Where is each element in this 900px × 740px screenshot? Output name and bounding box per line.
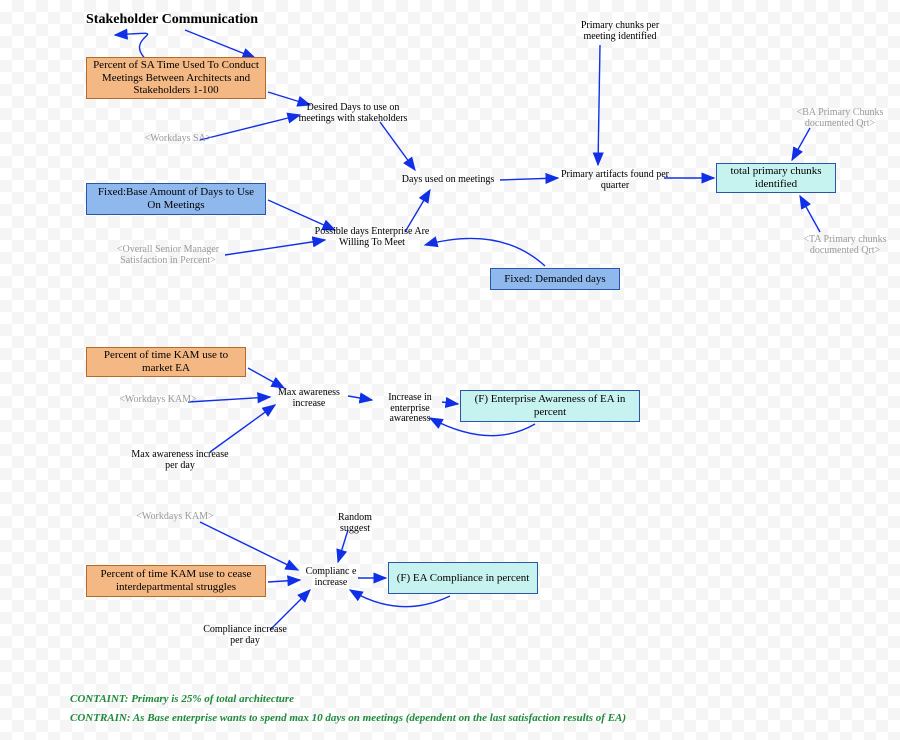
constraint-note-2: CONTRAIN: As Base enterprise wants to sp… bbox=[70, 712, 626, 724]
label-t15: Random suggest bbox=[325, 513, 385, 534]
edge bbox=[338, 530, 348, 562]
label-t1: Primary chunks per meeting identified bbox=[570, 21, 670, 42]
label-t16: Complianc e increase bbox=[296, 567, 366, 588]
label-t12: Max awareness increase per day bbox=[130, 450, 230, 471]
label-t10: Max awareness increase bbox=[264, 388, 354, 409]
edge bbox=[188, 397, 270, 402]
edge bbox=[248, 368, 284, 388]
label-t3: <TA Primary chunks documented Qrt> bbox=[785, 235, 900, 256]
diagram-title: Stakeholder Communication bbox=[86, 12, 258, 28]
edge bbox=[598, 45, 600, 165]
label-t8: Possible days Enterprise Are Willing To … bbox=[312, 227, 432, 248]
edge bbox=[425, 238, 545, 266]
edge bbox=[200, 522, 298, 570]
node-b7: Percent of time KAM use to cease interde… bbox=[86, 565, 266, 597]
edge bbox=[225, 240, 325, 255]
label-t5: <Workdays SA> bbox=[128, 134, 228, 145]
label-t13: Increase in enterprise awareness bbox=[370, 393, 450, 425]
label-t11: <Workdays KAM> bbox=[118, 395, 198, 406]
node-b8: (F) EA Compliance in percent bbox=[388, 562, 538, 594]
edge bbox=[380, 122, 415, 170]
node-b3: Fixed: Demanded days bbox=[490, 268, 620, 290]
node-b2: Fixed:Base Amount of Days to Use On Meet… bbox=[86, 183, 266, 215]
label-t7: Primary artifacts found per quarter bbox=[560, 170, 670, 191]
node-b5: Percent of time KAM use to market EA bbox=[86, 347, 246, 377]
edge bbox=[500, 178, 558, 180]
edge bbox=[185, 30, 255, 58]
label-t9: <Overall Senior Manager Satisfaction in … bbox=[98, 245, 238, 266]
edge bbox=[792, 128, 810, 160]
node-b1: Percent of SA Time Used To Conduct Meeti… bbox=[86, 57, 266, 99]
label-t17: Compliance increase per day bbox=[200, 625, 290, 646]
edge bbox=[800, 196, 820, 232]
label-t2: <BA Primary Chunks documented Qrt> bbox=[780, 108, 900, 129]
node-b6: (F) Enterprise Awareness of EA in percen… bbox=[460, 390, 640, 422]
node-b4: total primary chunks identified bbox=[716, 163, 836, 193]
label-t4: Desired Days to use on meetings with sta… bbox=[288, 103, 418, 124]
constraint-note-1: CONTAINT: Primary is 25% of total archit… bbox=[70, 693, 294, 705]
label-t6: Days used on meetings bbox=[388, 175, 508, 186]
edge bbox=[210, 405, 275, 452]
label-t14: <Workdays KAM> bbox=[135, 512, 215, 523]
